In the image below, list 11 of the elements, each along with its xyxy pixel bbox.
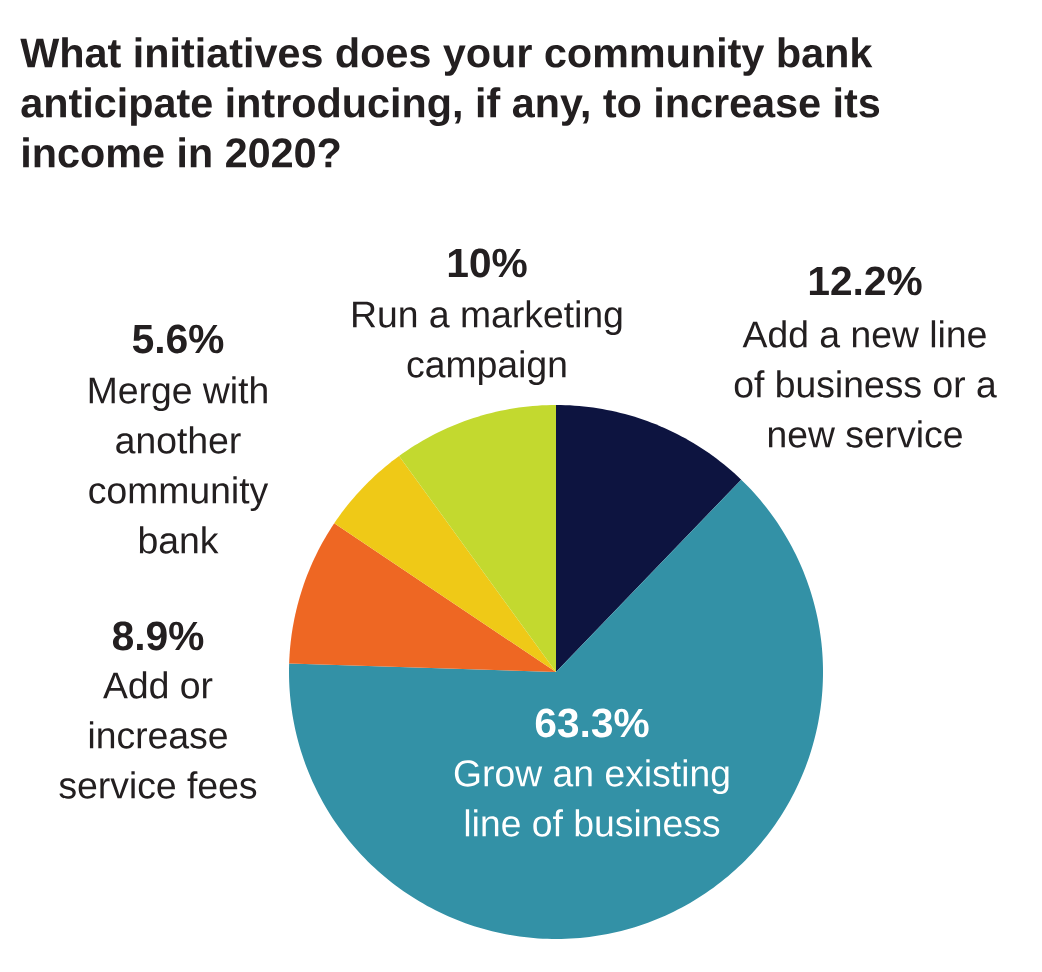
- slice-label: Add a new line of business or a new service: [734, 320, 997, 448]
- chart-title: What initiatives does your community bank anticipate introducing, if any, to increase its income in 2020?: [20, 37, 880, 168]
- slice-label: Add or increase service fees: [59, 671, 257, 799]
- slice-label: Merge with another community bank: [89, 376, 269, 554]
- data-label: 8.9%: [112, 621, 204, 651]
- data-label: 63.3%: [535, 708, 649, 738]
- data-label: 12.2%: [809, 266, 922, 296]
- slice-label: Grow an existing line of business: [454, 759, 729, 837]
- data-label: 5.6%: [132, 324, 224, 354]
- data-label: 10%: [448, 248, 527, 278]
- slice-label: Run a marketing campaign: [353, 300, 622, 386]
